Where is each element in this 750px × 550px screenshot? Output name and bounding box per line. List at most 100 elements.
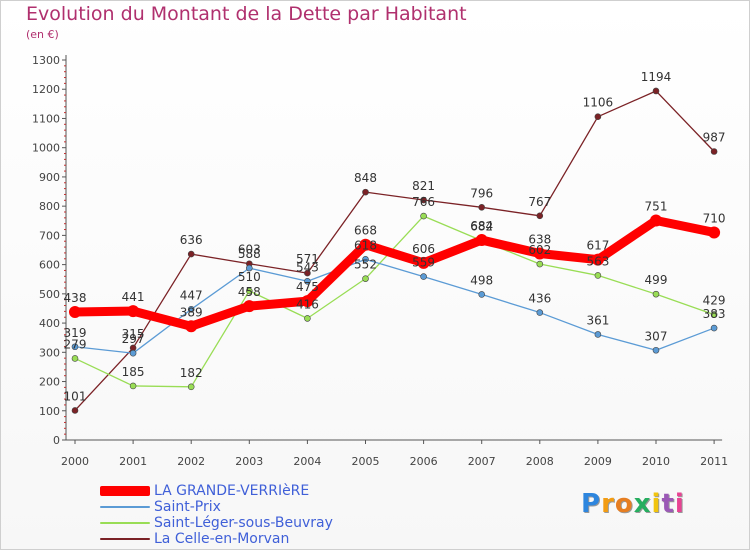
y-tick-label: 800 [39,200,60,213]
data-point [420,212,427,220]
data-label: 543 [296,260,319,274]
data-point [362,275,369,282]
data-point [478,204,486,211]
data-point [594,113,602,121]
data-point [650,214,662,227]
data-label: 638 [528,233,551,247]
data-label: 307 [645,329,668,343]
data-label: 185 [122,365,145,379]
data-label: 510 [238,270,261,284]
data-point [652,290,660,298]
data-label: 987 [703,130,726,144]
legend-label: La Celle-en-Morvan [154,531,290,547]
series-line [74,90,715,412]
data-label: 1106 [583,96,614,110]
data-label: 559 [412,256,435,270]
logo-letter: P [581,489,602,519]
series-line [74,215,715,388]
y-tick-label: 100 [39,405,60,418]
data-label: 279 [64,337,87,351]
legend-item-saint-prix: Saint-Prix [100,499,333,515]
x-tick-label: 2008 [526,455,554,468]
data-label: 588 [238,247,261,261]
data-label: 436 [528,292,551,306]
data-point [187,383,195,391]
data-label: 441 [122,290,145,304]
logo-letter: t [661,489,675,519]
x-tick-label: 2009 [584,455,612,468]
data-point [359,238,372,251]
data-point [304,277,311,285]
data-label: 498 [470,273,493,287]
data-label: 361 [586,313,609,327]
data-label: 182 [180,366,203,380]
data-point [710,311,718,318]
legend-swatch [100,486,150,496]
x-tick-label: 2010 [642,455,670,468]
data-label: 319 [64,326,87,340]
legend-item-la-celle-en-morvan: La Celle-en-Morvan [100,531,333,547]
data-point [187,306,195,313]
chart-legend: LA GRANDE-VERRIèRE Saint-Prix Saint-Lége… [100,483,333,547]
data-label: 603 [238,243,261,257]
y-tick-label: 500 [39,288,60,301]
data-point [127,305,140,318]
y-tick-label: 400 [39,317,60,330]
legend-item-saint-leger-sous-beuvray: Saint-Léger-sous-Beuvray [100,515,333,531]
data-label: 618 [354,238,377,252]
legend-item-la-grande-verriere: LA GRANDE-VERRIèRE [100,483,333,499]
series-line [74,258,715,354]
y-tick-label: 0 [53,434,60,447]
data-label: 297 [122,332,145,346]
y-tick-label: 1300 [32,54,60,67]
data-point [536,212,544,220]
x-tick-label: 2001 [119,455,147,468]
y-tick-label: 600 [39,259,60,272]
data-label: 848 [354,171,377,185]
proxiti-logo: Proxiti [581,489,685,519]
data-label: 315 [122,327,145,341]
data-point [71,355,79,362]
data-label: 552 [354,258,377,272]
data-point [478,291,486,298]
logo-letter: r [601,489,615,519]
data-point [71,343,79,351]
data-label: 458 [238,285,261,299]
y-tick-label: 1000 [32,142,60,155]
x-tick-label: 2002 [177,455,205,468]
legend-swatch [100,522,150,524]
data-point [304,315,311,322]
data-point [652,346,660,354]
x-tick-label: 2000 [61,455,89,468]
data-label: 389 [180,305,203,319]
data-label: 101 [64,389,87,403]
data-label: 821 [412,179,435,193]
data-point [185,320,198,333]
data-label: 636 [180,233,203,247]
data-label: 447 [180,288,203,302]
x-tick-label: 2006 [410,455,438,468]
data-point [187,250,195,258]
data-point [533,247,546,260]
logo-letter: x [633,489,652,519]
data-point [362,256,369,263]
legend-label: Saint-Léger-sous-Beuvray [154,515,333,531]
data-label: 475 [296,280,319,294]
y-tick-label: 300 [39,346,60,359]
data-point [246,287,253,295]
data-label: 1194 [641,70,672,84]
data-label: 710 [703,211,726,225]
data-label: 383 [703,307,726,321]
x-tick-label: 2011 [700,455,728,468]
legend-label: Saint-Prix [154,499,221,515]
data-point [243,300,256,313]
legend-label: LA GRANDE-VERRIèRE [154,483,310,499]
data-point [417,256,430,269]
data-point [246,264,253,272]
data-label: 682 [470,220,493,234]
data-point [420,273,427,280]
data-label: 796 [470,186,493,200]
data-point [304,269,311,277]
data-label: 606 [412,242,435,256]
